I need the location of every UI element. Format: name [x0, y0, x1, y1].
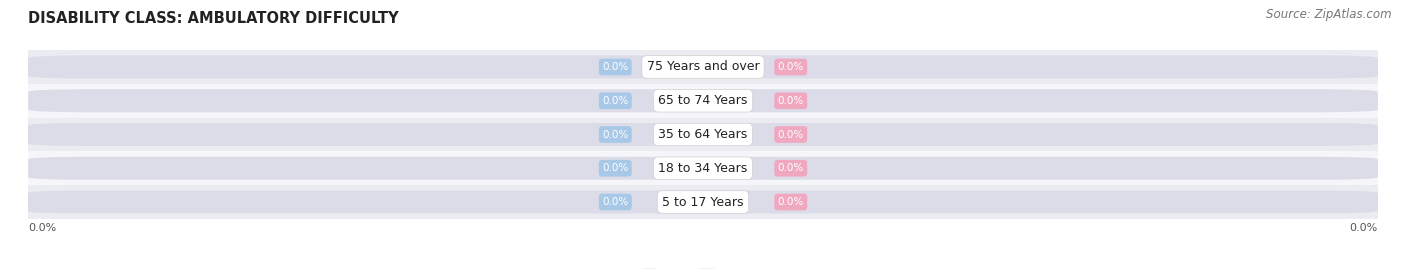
Text: 0.0%: 0.0% [778, 62, 804, 72]
Text: 0.0%: 0.0% [778, 96, 804, 106]
Text: 0.0%: 0.0% [1350, 223, 1378, 233]
Text: 65 to 74 Years: 65 to 74 Years [658, 94, 748, 107]
Text: 35 to 64 Years: 35 to 64 Years [658, 128, 748, 141]
Text: 0.0%: 0.0% [778, 197, 804, 207]
Text: 75 Years and over: 75 Years and over [647, 61, 759, 73]
FancyBboxPatch shape [28, 157, 1378, 180]
Text: Source: ZipAtlas.com: Source: ZipAtlas.com [1267, 8, 1392, 21]
Text: 18 to 34 Years: 18 to 34 Years [658, 162, 748, 175]
Text: 0.0%: 0.0% [778, 129, 804, 140]
Bar [28, 50, 1378, 84]
Text: 0.0%: 0.0% [602, 163, 628, 173]
Text: 0.0%: 0.0% [602, 62, 628, 72]
Text: 0.0%: 0.0% [28, 223, 56, 233]
FancyBboxPatch shape [28, 89, 1378, 112]
Text: 0.0%: 0.0% [602, 129, 628, 140]
Text: 0.0%: 0.0% [602, 197, 628, 207]
Text: 5 to 17 Years: 5 to 17 Years [662, 196, 744, 208]
Text: DISABILITY CLASS: AMBULATORY DIFFICULTY: DISABILITY CLASS: AMBULATORY DIFFICULTY [28, 11, 399, 26]
FancyBboxPatch shape [28, 55, 1378, 79]
Bar [28, 118, 1378, 151]
FancyBboxPatch shape [28, 123, 1378, 146]
Bar [28, 185, 1378, 219]
Bar [28, 84, 1378, 118]
FancyBboxPatch shape [28, 190, 1378, 214]
Legend: Male, Female: Male, Female [637, 264, 769, 269]
Bar [28, 151, 1378, 185]
Text: 0.0%: 0.0% [602, 96, 628, 106]
Text: 0.0%: 0.0% [778, 163, 804, 173]
